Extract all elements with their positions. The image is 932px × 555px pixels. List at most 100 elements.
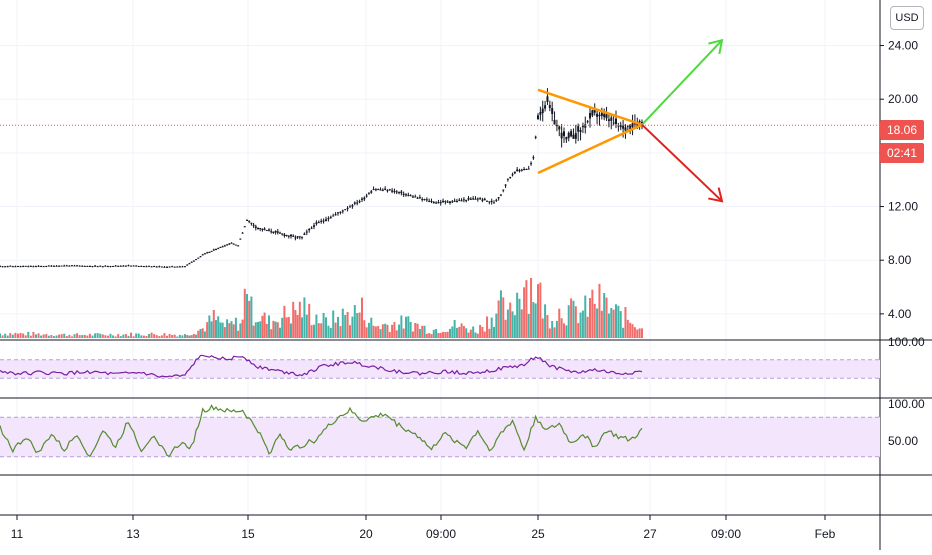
volume-bar bbox=[37, 333, 40, 338]
volume-bar bbox=[593, 303, 596, 338]
volume-bar bbox=[73, 334, 76, 338]
countdown-label: 02:41 bbox=[880, 143, 924, 163]
candle-body bbox=[112, 265, 115, 267]
volume-bar bbox=[301, 317, 303, 338]
candle-body bbox=[474, 198, 477, 200]
candle-body bbox=[263, 228, 266, 230]
volume-bar bbox=[513, 315, 516, 338]
candle-body bbox=[502, 189, 505, 191]
volume-bar bbox=[346, 312, 349, 338]
volume-bar bbox=[460, 323, 463, 338]
volume-bar bbox=[94, 333, 97, 338]
candle-body bbox=[544, 105, 547, 109]
candle-body bbox=[42, 266, 45, 268]
volume-bar bbox=[622, 327, 625, 338]
candle-body bbox=[339, 211, 342, 213]
candle-body bbox=[565, 136, 568, 140]
volume-bar bbox=[4, 333, 7, 338]
candle-body bbox=[219, 246, 222, 248]
candle-body bbox=[228, 243, 231, 245]
candle-body bbox=[274, 231, 277, 233]
candle-body bbox=[96, 266, 99, 268]
volume-bar bbox=[16, 333, 19, 338]
volume-bar bbox=[356, 313, 359, 338]
volume-bar bbox=[308, 303, 311, 338]
volume-bar bbox=[574, 306, 577, 338]
candle-body bbox=[467, 198, 470, 200]
candle-body bbox=[76, 265, 79, 267]
rsi-band bbox=[0, 359, 880, 379]
volume-bar bbox=[539, 282, 542, 338]
volume-bar bbox=[137, 333, 140, 338]
currency-button[interactable]: USD bbox=[890, 6, 924, 30]
candle-body bbox=[1, 266, 4, 268]
volume-bar bbox=[203, 331, 206, 338]
volume-bar bbox=[591, 289, 594, 338]
volume-bar bbox=[322, 312, 325, 338]
candle-body bbox=[488, 201, 491, 203]
volume-bar bbox=[437, 333, 440, 338]
x-tick-label: 27 bbox=[643, 527, 657, 541]
candle-body bbox=[160, 266, 163, 268]
candle-body bbox=[86, 265, 89, 267]
candle-body bbox=[163, 266, 166, 268]
candle-body bbox=[572, 134, 575, 139]
candle-body bbox=[469, 198, 472, 200]
volume-bar bbox=[537, 284, 539, 338]
candle-body bbox=[607, 119, 610, 121]
volume-bar bbox=[6, 335, 9, 338]
volume-bar bbox=[425, 333, 428, 338]
candle-body bbox=[423, 199, 426, 201]
candle-body bbox=[83, 265, 86, 267]
volume-bar bbox=[140, 335, 143, 338]
volume-bar bbox=[83, 334, 86, 338]
volume-bar bbox=[497, 300, 500, 338]
candle-body bbox=[591, 110, 594, 116]
arrow-down-head bbox=[708, 187, 724, 203]
triangle-lower-line bbox=[537, 123, 643, 175]
candle-body bbox=[45, 266, 48, 268]
candle-body bbox=[516, 169, 519, 171]
stoch-tick-label: 50.00 bbox=[888, 434, 918, 448]
volume-bar bbox=[186, 335, 189, 338]
candle-body bbox=[223, 245, 226, 247]
candle-body bbox=[310, 227, 313, 229]
candle-body bbox=[593, 107, 596, 113]
candle-body bbox=[327, 218, 330, 220]
volume-bar bbox=[212, 309, 215, 338]
volume-bar bbox=[411, 331, 414, 338]
candle-body bbox=[197, 257, 200, 259]
candle-body bbox=[176, 266, 179, 268]
volume-bar bbox=[600, 310, 603, 338]
candle-body bbox=[50, 265, 53, 267]
candle-body bbox=[374, 189, 377, 191]
candle-body bbox=[246, 219, 248, 221]
candle-body bbox=[622, 125, 625, 129]
volume-bar bbox=[29, 335, 32, 338]
volume-bar bbox=[27, 331, 30, 338]
candle-body bbox=[101, 266, 104, 268]
volume-bar bbox=[455, 327, 458, 338]
volume-bar bbox=[423, 325, 426, 338]
volume-bar bbox=[351, 316, 354, 338]
candle-body bbox=[567, 132, 570, 138]
candle-body bbox=[449, 201, 451, 203]
candle-body bbox=[117, 265, 120, 267]
candle-body bbox=[142, 266, 145, 268]
candle-body bbox=[252, 224, 255, 226]
volume-bar bbox=[520, 309, 523, 338]
volume-bar bbox=[104, 335, 107, 338]
volume-bar bbox=[610, 308, 613, 338]
volume-bar bbox=[279, 327, 281, 338]
volume-bar bbox=[518, 298, 521, 338]
volume-bar bbox=[451, 326, 454, 338]
volume-bar bbox=[145, 335, 148, 338]
volume-bar bbox=[439, 332, 442, 338]
volume-bar bbox=[617, 305, 620, 338]
candle-body bbox=[106, 266, 109, 268]
candle-body bbox=[546, 96, 549, 102]
candle-body bbox=[315, 222, 318, 225]
volume-bar bbox=[208, 315, 211, 338]
